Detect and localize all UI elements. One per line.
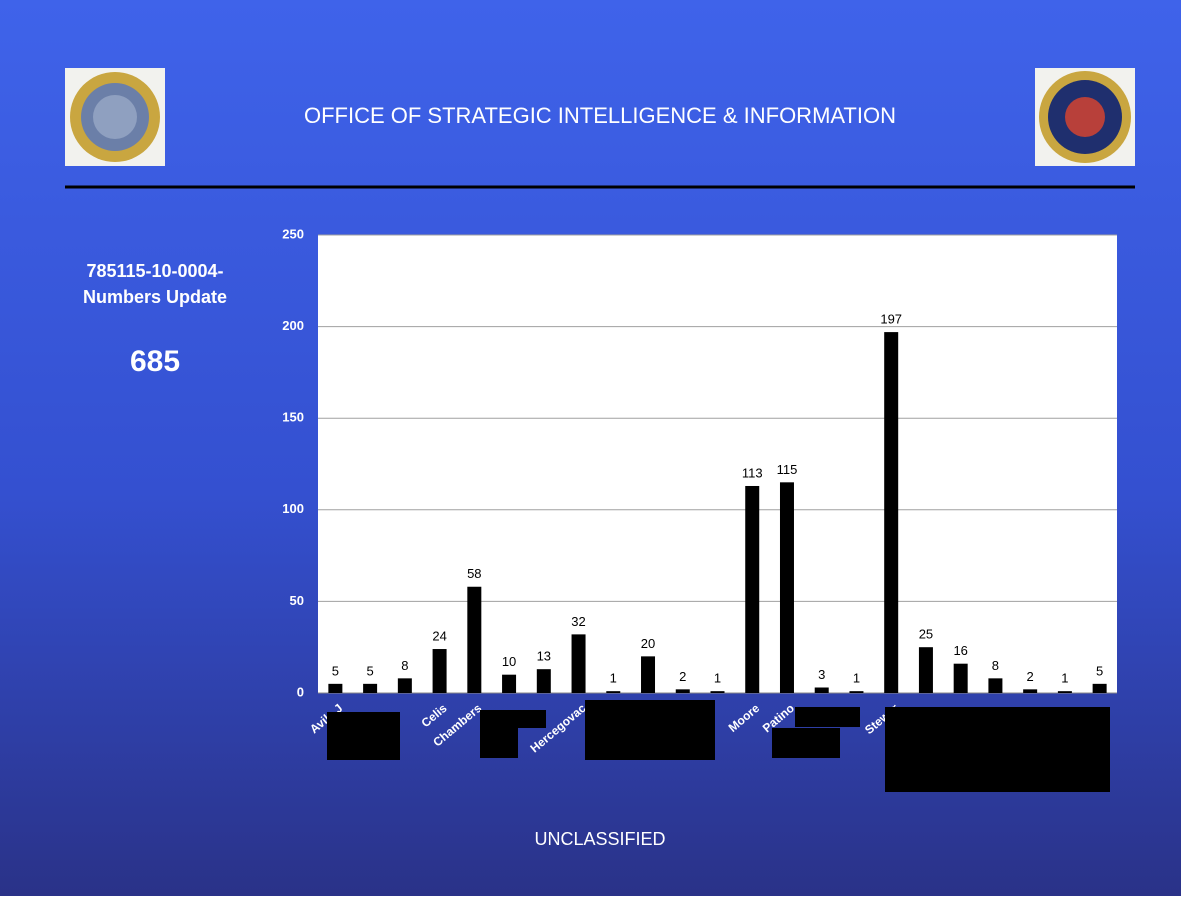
bar xyxy=(363,683,378,693)
bar xyxy=(988,678,1003,693)
value-label: 5 xyxy=(366,663,373,678)
bar xyxy=(502,674,517,693)
bar xyxy=(918,647,933,693)
total: 685 xyxy=(130,345,180,378)
bar xyxy=(1057,691,1072,693)
classification: UNCLASSIFIED xyxy=(534,829,665,849)
value-label: 8 xyxy=(992,658,999,673)
value-label: 3 xyxy=(818,667,825,682)
value-label: 2 xyxy=(679,669,686,684)
bar xyxy=(1092,683,1107,693)
logo-right xyxy=(1035,68,1135,166)
value-label: 1 xyxy=(714,671,721,686)
value-label: 115 xyxy=(777,462,798,477)
bar xyxy=(814,687,829,693)
bar xyxy=(675,689,690,693)
redactions xyxy=(327,700,1110,792)
y-tick-label: 0 xyxy=(297,684,304,699)
value-label: 1 xyxy=(853,671,860,686)
value-label: 8 xyxy=(401,658,408,673)
bar xyxy=(606,691,621,693)
y-tick-label: 200 xyxy=(282,318,304,333)
value-label: 197 xyxy=(880,312,902,327)
value-label: 58 xyxy=(467,566,481,581)
value-label: 10 xyxy=(502,654,516,669)
value-label: 20 xyxy=(641,636,655,651)
value-label: 16 xyxy=(953,643,967,658)
bar xyxy=(884,332,899,693)
plot-area xyxy=(318,235,1117,693)
bar xyxy=(467,586,482,693)
bar xyxy=(745,485,760,693)
value-label: 25 xyxy=(919,627,933,642)
bar xyxy=(536,669,551,693)
bar xyxy=(328,683,343,693)
bar xyxy=(571,634,586,693)
bar xyxy=(710,691,725,693)
value-label: 1 xyxy=(1061,671,1068,686)
bar xyxy=(432,649,447,693)
logo-left xyxy=(65,68,165,166)
case-number: 785115-10-0004- xyxy=(86,261,223,281)
value-label: 113 xyxy=(742,465,763,480)
value-label: 13 xyxy=(537,649,551,664)
bar xyxy=(953,663,968,693)
bar xyxy=(1023,689,1038,693)
value-label: 2 xyxy=(1027,669,1034,684)
y-tick-label: 50 xyxy=(290,593,304,608)
y-tick-label: 100 xyxy=(282,501,304,516)
y-tick-label: 250 xyxy=(282,226,304,241)
bar xyxy=(779,482,794,693)
value-label: 24 xyxy=(432,628,446,643)
bar xyxy=(397,678,412,693)
value-label: 5 xyxy=(332,663,339,678)
bar xyxy=(849,691,864,693)
slide-title: OFFICE OF STRATEGIC INTELLIGENCE & INFOR… xyxy=(304,103,896,128)
y-tick-label: 150 xyxy=(282,410,304,425)
bar xyxy=(641,656,656,693)
value-label: 5 xyxy=(1096,663,1103,678)
value-label: 1 xyxy=(610,671,617,686)
value-label: 32 xyxy=(571,614,585,629)
subtitle: Numbers Update xyxy=(83,287,227,307)
